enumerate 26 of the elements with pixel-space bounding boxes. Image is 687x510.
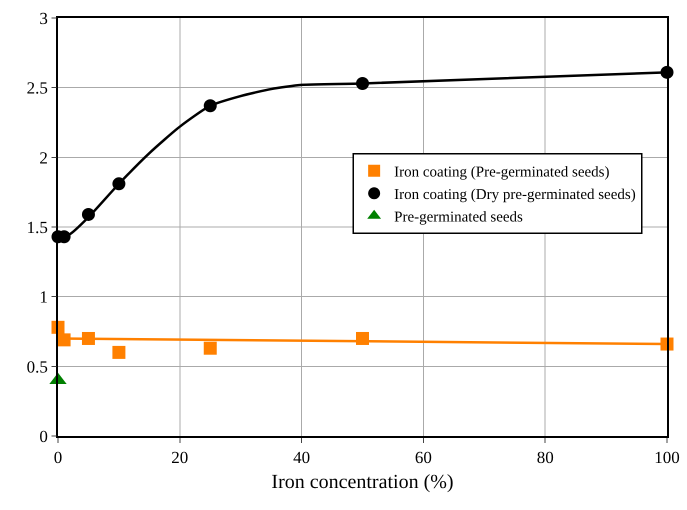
x-tick-label: 60 (414, 448, 432, 468)
point (112, 346, 126, 359)
y-tick-label: 0.5 (26, 357, 48, 376)
x-tick-label: 20 (171, 448, 188, 468)
y-tick-label: 3 (39, 8, 48, 28)
point (58, 333, 71, 346)
legend-label: Iron coating (Pre-germinated seeds) (394, 164, 610, 181)
y-tick-label: 0 (39, 426, 48, 446)
y-tick-label: 2.5 (26, 78, 48, 98)
x-axis-title: Iron concentration (%) (271, 471, 454, 494)
point (204, 342, 217, 355)
point (356, 332, 369, 345)
legend-label: Pre-germinated seeds (394, 210, 524, 226)
x-tick-label: 100 (654, 448, 680, 468)
y-tick-label: 1.5 (26, 218, 48, 237)
y-tick-label: 1 (39, 288, 48, 307)
point (82, 332, 95, 345)
point (82, 208, 95, 221)
point (112, 177, 126, 190)
x-tick-label: 40 (293, 448, 310, 468)
x-tick-label: 0 (54, 448, 62, 468)
y-tick-label: 2 (39, 148, 48, 168)
point (204, 99, 217, 112)
x-tick-label: 80 (536, 448, 554, 468)
legend-label: Iron coating (Dry pre-germinated seeds) (394, 187, 636, 204)
point (356, 76, 369, 90)
